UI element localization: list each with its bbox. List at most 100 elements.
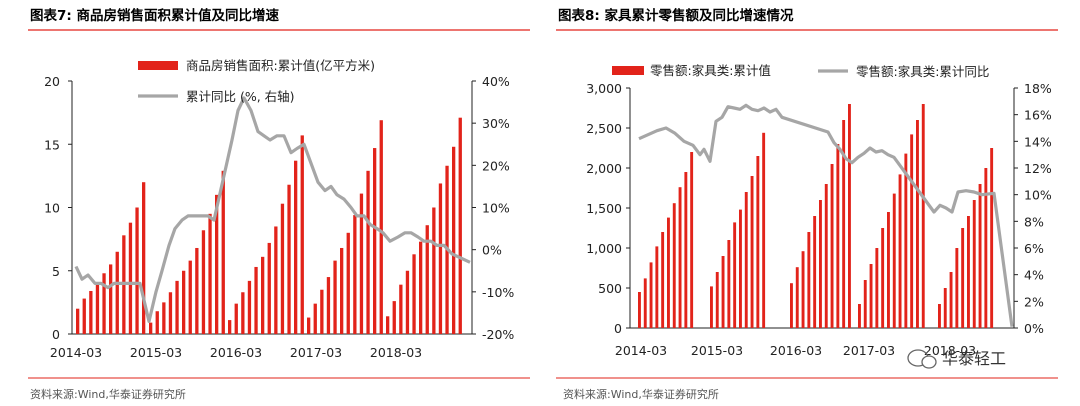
chart2-legend-line-label: 零售额:家具类:累计同比 bbox=[856, 64, 989, 79]
chart1-left-tick-label: 0 bbox=[52, 327, 60, 342]
chart1-right-tick-label: 10% bbox=[482, 201, 510, 216]
chart2-bar bbox=[910, 134, 914, 328]
chart1-source: 资料来源:Wind,华泰证券研究所 bbox=[30, 387, 186, 401]
chart1-legend-bar-label: 商品房销售面积:累计值(亿平方米) bbox=[186, 58, 375, 73]
chart1-bar bbox=[452, 146, 456, 334]
chart2-right-tick-label: 18% bbox=[1024, 81, 1052, 96]
chart2-right-tick-label: 14% bbox=[1024, 134, 1052, 149]
chart1-bar bbox=[274, 226, 278, 334]
chart1-right-tick-label: 0% bbox=[482, 243, 502, 258]
chart2-bar bbox=[710, 286, 713, 328]
chart2-source: 资料来源:Wind,华泰证券研究所 bbox=[563, 387, 719, 401]
chart2-bar bbox=[848, 104, 851, 328]
chart1-bar bbox=[95, 283, 100, 334]
chart1-left-tick-label: 15 bbox=[44, 137, 60, 152]
chart1-bar bbox=[195, 247, 199, 334]
chart1-left-tick-label: 10 bbox=[44, 201, 60, 216]
chart2-bar bbox=[678, 187, 682, 328]
chart2-bar bbox=[938, 304, 941, 328]
chart1-bar bbox=[287, 184, 291, 334]
chart1-bar bbox=[300, 135, 304, 334]
chart1-bar bbox=[89, 290, 93, 334]
chart2-left-tick-label: 3,000 bbox=[586, 81, 622, 96]
chart2-bar bbox=[881, 228, 885, 328]
chart1-bar bbox=[386, 316, 390, 334]
chart1-right-tick-label: 20% bbox=[482, 158, 510, 173]
chart2-right-tick-label: 6% bbox=[1024, 241, 1044, 256]
chart2-bar bbox=[858, 304, 861, 328]
chart2-bar bbox=[684, 172, 688, 328]
chart1-x-tick-label: 2017-03 bbox=[290, 345, 342, 360]
chart1-bar bbox=[425, 225, 429, 334]
chart2-bar bbox=[750, 176, 754, 328]
chart2-bar bbox=[661, 232, 665, 328]
chart1-bar bbox=[373, 148, 377, 334]
chart1-bar bbox=[228, 320, 232, 334]
chart1-bar bbox=[254, 266, 258, 334]
chart1-bar bbox=[326, 277, 331, 334]
chart2-x-tick-label: 2016-03 bbox=[770, 343, 822, 358]
chart2-bar bbox=[921, 104, 925, 328]
chart2-legend-bar-label: 零售额:家具类:累计值 bbox=[650, 63, 771, 78]
chart1-x-tick-label: 2016-03 bbox=[210, 345, 262, 360]
chart1-bar bbox=[188, 260, 192, 334]
watermark-text: 华泰轻工 bbox=[942, 349, 1006, 368]
chart2-bar bbox=[790, 283, 793, 328]
chart1-bar bbox=[142, 182, 146, 334]
chart2-bar bbox=[762, 132, 766, 328]
chart2-bar bbox=[875, 248, 879, 328]
chart2-bar bbox=[972, 200, 976, 328]
chart2-bar bbox=[667, 217, 670, 328]
chart1-right-tick-label: -10% bbox=[482, 285, 514, 300]
chart1-bar bbox=[392, 301, 396, 334]
chart2-right-tick-label: 0% bbox=[1024, 321, 1044, 336]
chart1-x-tick-label: 2018-03 bbox=[370, 345, 422, 360]
chart2-bar bbox=[795, 267, 799, 328]
chart2-bar bbox=[801, 251, 805, 328]
chart2-bar bbox=[949, 272, 953, 328]
chart2-right-tick-label: 8% bbox=[1024, 214, 1044, 229]
chart1-bar bbox=[458, 117, 462, 334]
chart2-bar bbox=[727, 240, 731, 328]
chart2-bar bbox=[672, 203, 676, 328]
chart1-bar bbox=[82, 298, 86, 334]
chart1-bar bbox=[366, 170, 370, 334]
chart2-bar bbox=[836, 144, 840, 328]
chart1-bar bbox=[280, 203, 285, 334]
chart2-bar bbox=[955, 248, 959, 328]
chart2-left-tick-label: 2,000 bbox=[586, 161, 622, 176]
chart1-yoy-line bbox=[74, 96, 471, 323]
chart2-bar bbox=[904, 153, 908, 328]
chart1-bar bbox=[313, 303, 317, 334]
chart2-x-tick-label: 2015-03 bbox=[691, 343, 743, 358]
chart1-bar bbox=[320, 289, 324, 334]
chart1-bar bbox=[267, 242, 271, 334]
wechat-logo-icon-inner bbox=[921, 355, 937, 369]
chart1-x-tick-label: 2015-03 bbox=[130, 345, 182, 360]
chart2-bar bbox=[638, 292, 641, 328]
chart1-bar bbox=[333, 260, 337, 334]
chart1-bar bbox=[340, 247, 344, 334]
chart1-title-bg bbox=[28, 4, 528, 26]
chart2-bar bbox=[863, 280, 867, 328]
chart1-bar bbox=[155, 311, 159, 334]
chart1-bar bbox=[128, 222, 133, 334]
chart2-bar bbox=[756, 156, 760, 328]
chart1-legend-bar-swatch bbox=[138, 61, 178, 70]
chart2-bar bbox=[721, 256, 725, 328]
chart2-right-tick-label: 16% bbox=[1024, 108, 1052, 123]
chart1-bar bbox=[175, 280, 179, 334]
chart1-bar bbox=[182, 270, 186, 334]
chart2-bar bbox=[892, 193, 896, 328]
chart2-bar bbox=[898, 174, 902, 328]
chart2-bar bbox=[869, 264, 873, 328]
chart2-legend-bar-swatch bbox=[612, 66, 644, 75]
chart2-bar bbox=[819, 200, 822, 328]
chart1-bar bbox=[346, 232, 350, 334]
chart2-bar bbox=[690, 152, 694, 328]
chart1-bar bbox=[102, 273, 106, 334]
chart1-bar bbox=[149, 322, 153, 334]
chart2-right-tick-label: 2% bbox=[1024, 294, 1044, 309]
